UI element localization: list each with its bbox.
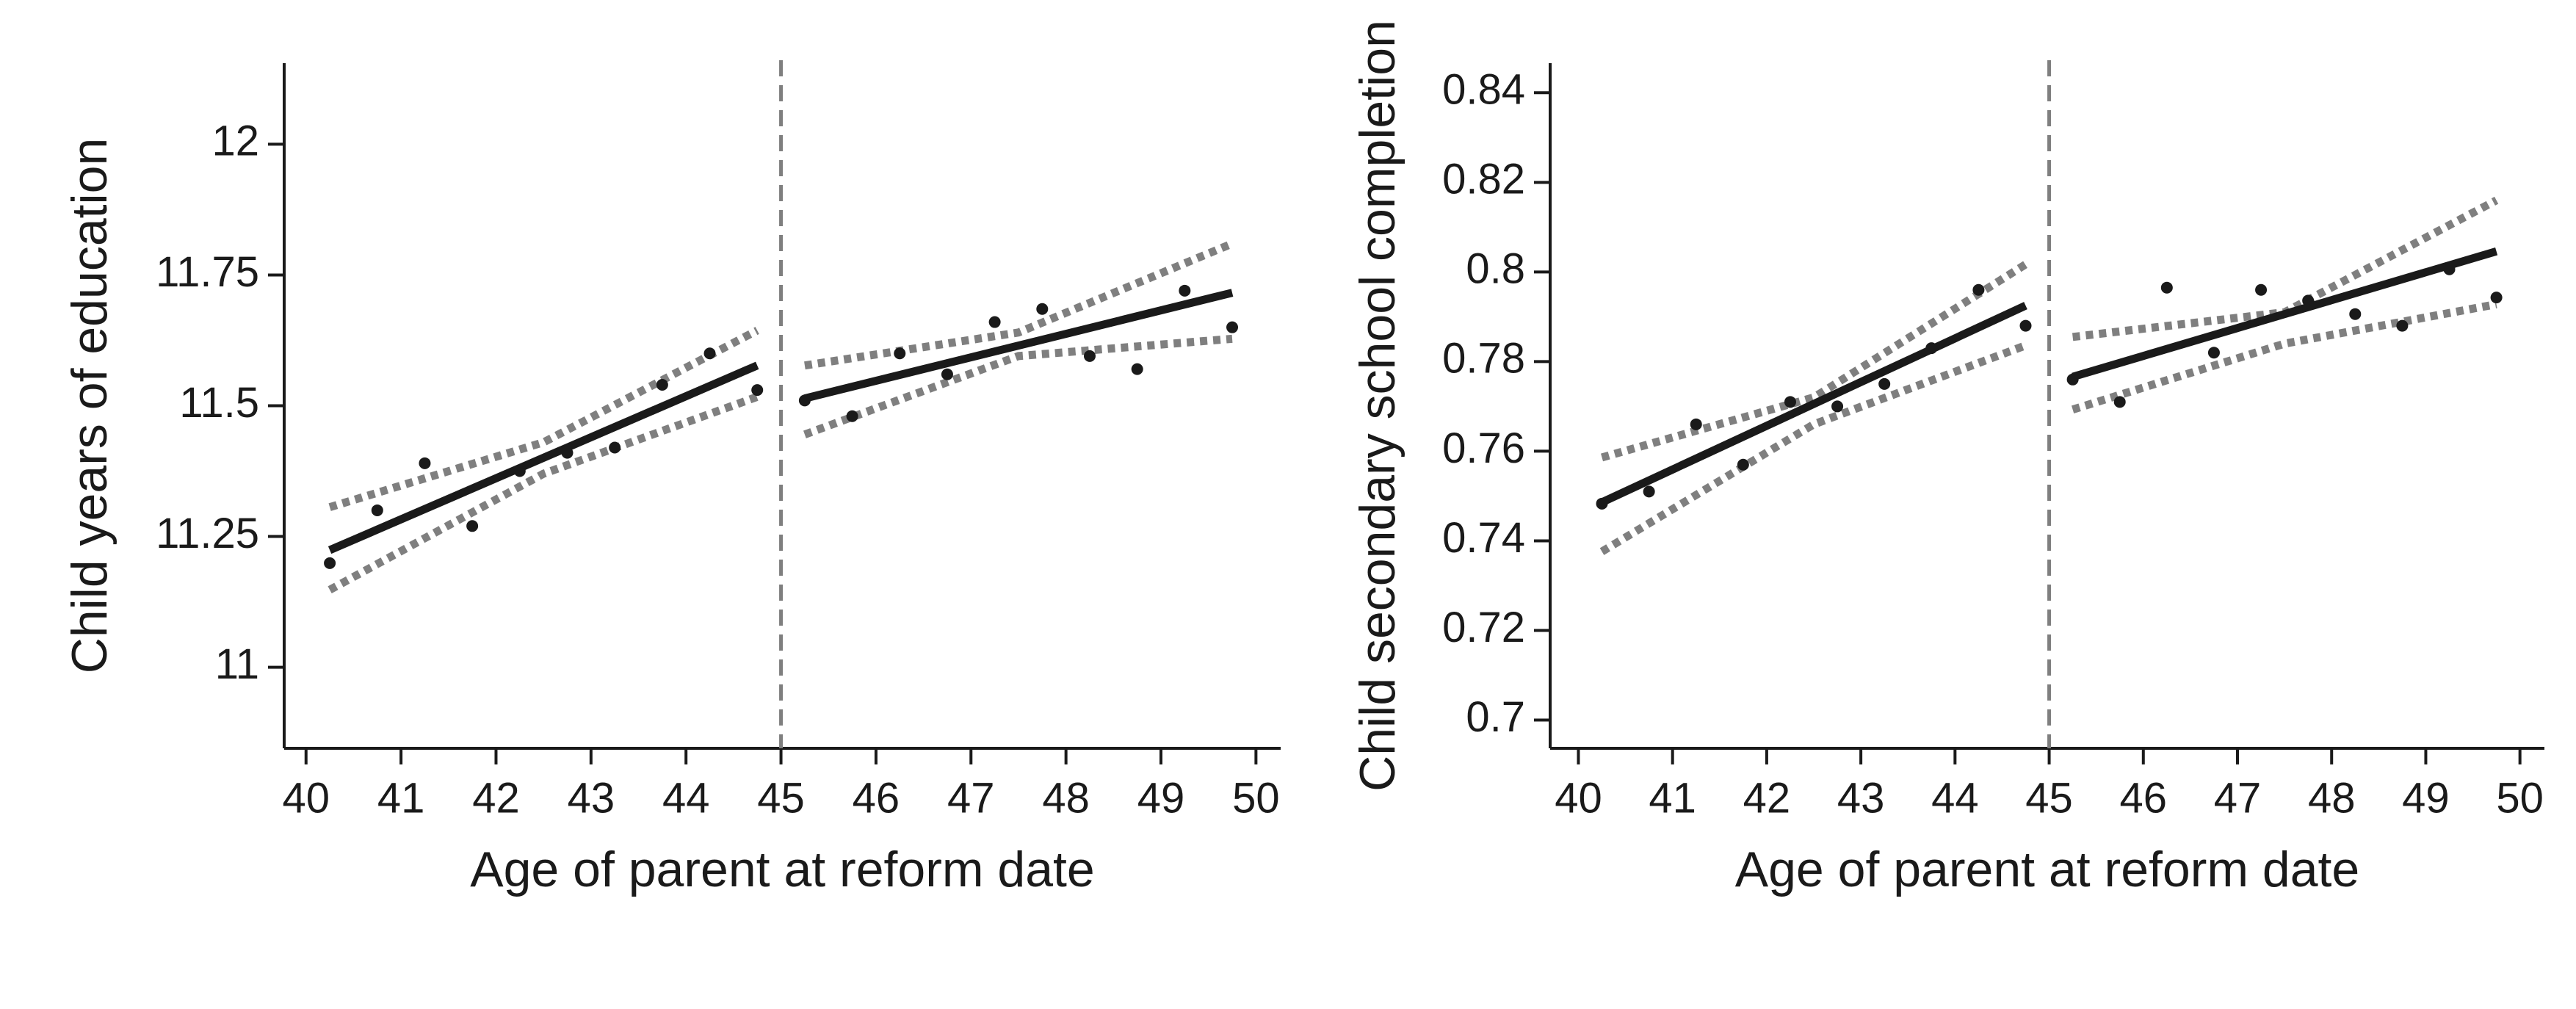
x-tick-label: 46 [853,774,900,822]
data-point [1596,497,1608,510]
data-point [2113,396,2126,408]
data-point [2019,319,2032,332]
data-point [609,441,621,454]
x-tick-label: 45 [2025,774,2073,822]
y-tick-label: 0.72 [1442,604,1525,651]
data-point [1131,363,1143,375]
x-tick-label: 43 [568,774,615,822]
data-point [2066,373,2079,386]
confidence-band [328,327,759,511]
data-point [466,520,479,532]
data-point [513,465,526,477]
y-tick-label: 0.84 [1442,66,1525,114]
x-tick-label: 47 [2214,774,2262,822]
chart: 11 11.25 11.5 11.75 12 40 41 42 43 44 45 46 47 48 49 50… [62,60,1281,897]
x-axis-label: Age of parent at reform date [470,842,1095,897]
y-tick-label: 0.7 [1466,693,1525,741]
fit-line [803,289,1234,402]
x-tick-label: 46 [2120,774,2168,822]
data-point [1784,396,1796,408]
y-tick-label: 0.82 [1442,156,1525,203]
data-point [751,384,764,397]
data-point [1083,350,1096,362]
confidence-band [804,239,1234,370]
x-axis-label: Age of parent at reform date [1735,842,2360,897]
confidence-band [1599,341,2027,555]
x-tick-label: 40 [1555,774,1602,822]
data-point [941,368,953,380]
data-point [2207,347,2220,359]
data-point [656,379,668,391]
data-point [988,316,1001,328]
y-axis-label: Child years of education [62,138,117,674]
data-point [2490,292,2503,304]
y-tick-label: 0.8 [1466,245,1525,293]
y-tick-label: 0.76 [1442,424,1525,472]
data-point [371,504,383,516]
fit-line [2072,247,2498,381]
data-point [2349,308,2362,320]
y-tick-label: 11 [215,640,259,688]
data-point [1831,400,1844,413]
fit-line [1600,302,2027,506]
data-point [1690,418,1702,430]
x-tick-label: 50 [1232,774,1280,822]
x-tick-label: 42 [472,774,520,822]
data-point [324,557,336,569]
data-point [2255,283,2268,296]
data-point [2302,294,2315,307]
chart: 0.7 0.72 0.74 0.76 0.78 0.8 0.82 0.84 40 41 42 43 44… [1350,20,2544,897]
x-tick-label: 48 [1042,774,1090,822]
data-point [703,347,716,360]
confidence-band [1601,261,2028,462]
x-tick-label: 41 [1649,774,1696,822]
fit-line [328,361,759,554]
y-tick-label: 11.25 [156,510,259,557]
data-point [561,446,574,459]
x-tick-label: 47 [947,774,995,822]
x-tick-label: 42 [1743,774,1791,822]
x-tick-label: 44 [1931,774,1979,822]
x-tick-label: 45 [757,774,805,822]
x-tick-label: 40 [282,774,330,822]
x-tick-label: 48 [2308,774,2356,822]
y-tick-label: 0.74 [1442,514,1525,562]
confidence-band [328,393,759,594]
data-point [419,457,431,469]
data-point [2396,319,2409,332]
x-tick-label: 49 [1137,774,1185,822]
confidence-band [803,334,1233,438]
data-point [1179,284,1191,297]
data-point [2160,281,2173,294]
y-tick-label: 12 [211,117,259,165]
data-point [846,410,858,422]
data-point [798,394,811,407]
data-point [1737,458,1749,471]
data-point [1925,342,1938,355]
y-tick-label: 11.5 [179,379,259,427]
y-axis-label: Child secondary school completion [1350,20,1405,792]
x-tick-label: 43 [1837,774,1885,822]
x-tick-label: 41 [377,774,425,822]
data-point [2443,263,2456,275]
data-point [894,347,906,360]
x-tick-label: 50 [2496,774,2544,822]
data-point [1878,377,1891,390]
x-tick-label: 44 [662,774,710,822]
data-point [1972,283,1985,296]
data-point [1036,303,1049,315]
y-tick-label: 11.75 [156,248,259,296]
data-point [1643,485,1655,498]
y-tick-label: 0.78 [1442,335,1525,383]
data-point [1226,321,1239,333]
x-tick-label: 49 [2402,774,2450,822]
